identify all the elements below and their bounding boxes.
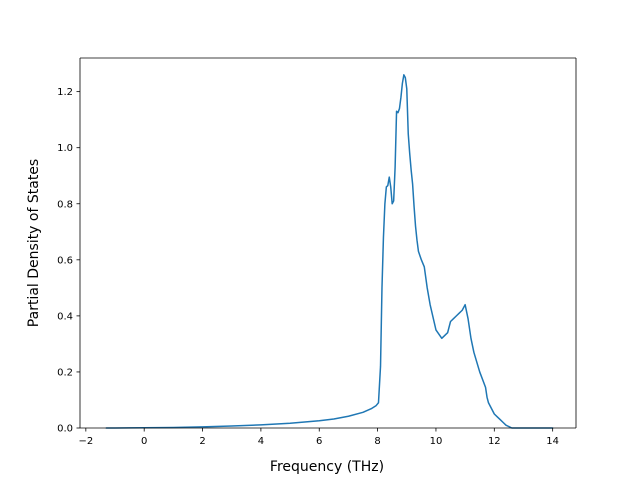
y-tick-label: 0.2 [57,367,73,378]
y-axis-ticks: 0.0 0.2 0.4 0.6 0.8 1.0 1.2 [57,87,80,435]
y-axis-label: Partial Density of States [26,159,42,327]
y-tick-label: 0.8 [57,199,73,210]
x-axis-ticks: −2 0 2 4 6 8 10 12 14 [78,428,559,447]
axes-layer [79,57,577,429]
y-tick-label: 0.4 [57,311,73,322]
series-line-0 [105,74,554,429]
y-tick-label: 1.2 [57,87,73,98]
x-tick-label: 14 [546,436,559,447]
x-axis-label: Frequency (THz) [270,459,384,475]
x-tick-label: 2 [199,436,205,447]
y-tick-label: 0.0 [57,424,73,435]
x-tick-label: 0 [141,436,147,447]
x-tick-label: −2 [78,436,93,447]
y-tick-label: 0.6 [57,255,73,266]
x-tick-label: 6 [316,436,322,447]
x-tick-label: 4 [258,436,264,447]
x-tick-label: 12 [488,436,501,447]
y-tick-label: 1.0 [57,143,73,154]
x-tick-label: 10 [430,436,443,447]
x-tick-label: 8 [374,436,380,447]
series-layer [105,74,554,429]
